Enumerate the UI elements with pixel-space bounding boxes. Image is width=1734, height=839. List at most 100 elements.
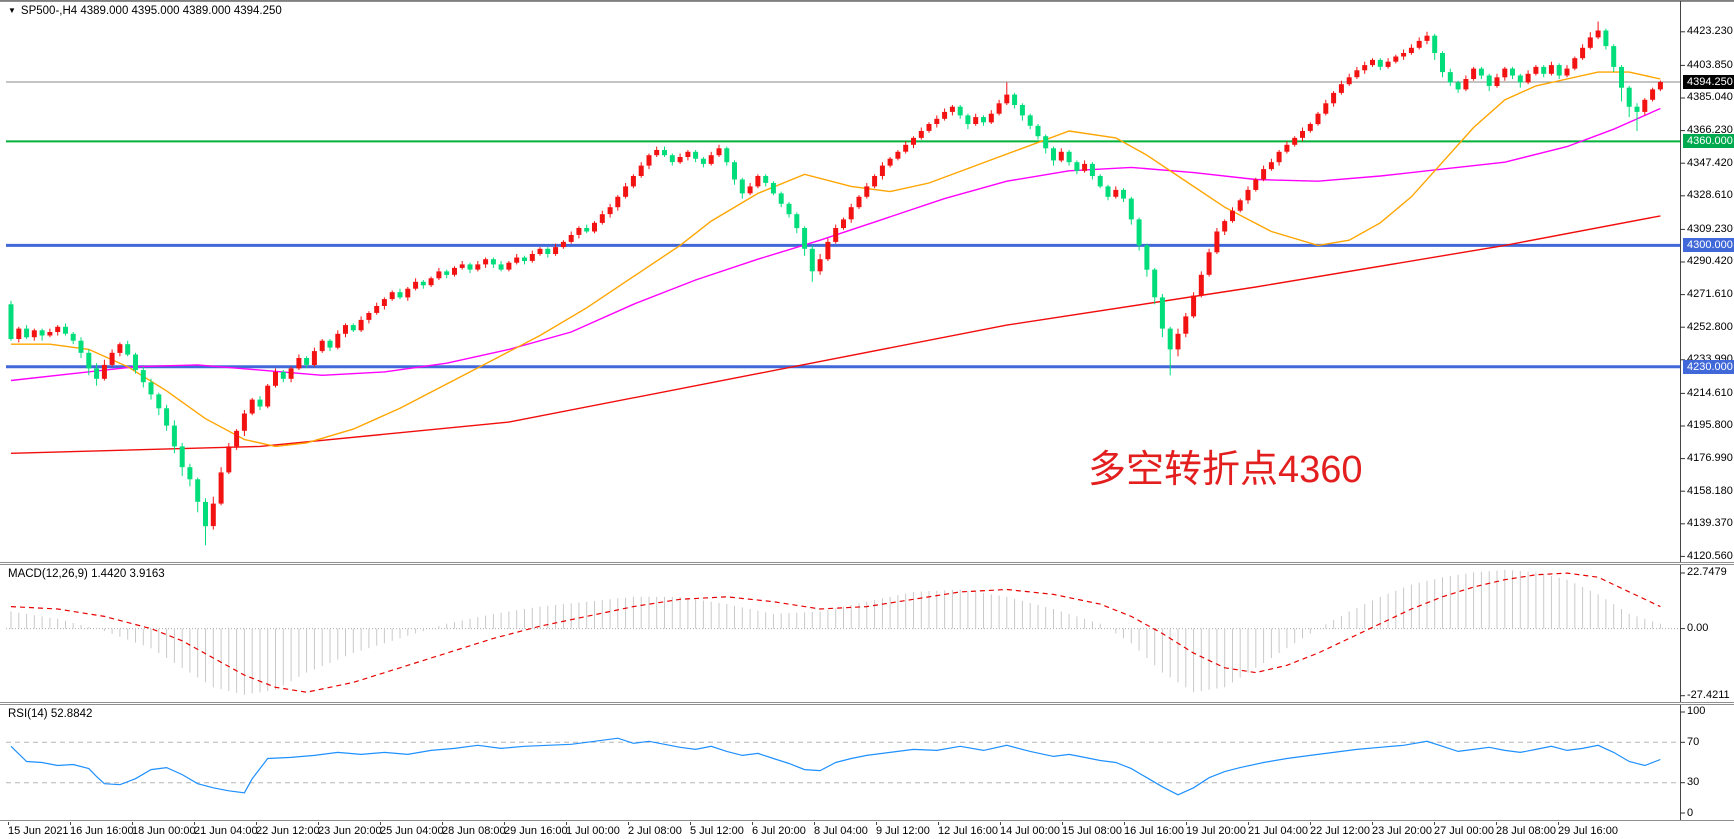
time-tick [1248, 822, 1249, 825]
macd-label: MACD(12,26,9) 1.4420 3.9163 [8, 568, 165, 580]
time-axis[interactable]: 15 Jun 2021 16 Jun 16:00 18 Jun 00:00 21 Ju… [0, 822, 1734, 839]
time-label: 14 Jul 00:00 [1000, 825, 1060, 837]
ma_slow-line [10, 215, 1661, 454]
price-tick-label: 4366.230 [1687, 124, 1733, 136]
time-label: 1 Jul 00:00 [566, 825, 620, 837]
macd-tick-label: -27.4211 [1687, 689, 1730, 701]
time-label: 15 Jul 08:00 [1062, 825, 1122, 837]
ma_fast-line [11, 71, 1661, 448]
time-tick [70, 822, 71, 825]
time-label: 19 Jul 20:00 [1186, 825, 1246, 837]
time-tick [1000, 822, 1001, 825]
macd-histogram [10, 569, 1661, 695]
time-label: 28 Jul 08:00 [1496, 825, 1556, 837]
bull-bear-turning-point-annotation: 多空转折点4360 [1088, 449, 1363, 491]
price-badge: 4360.000 [1683, 134, 1734, 148]
price-tick-label: 4176.990 [1687, 452, 1733, 464]
time-label: 16 Jun 16:00 [70, 825, 134, 837]
time-label: 18 Jun 00:00 [132, 825, 196, 837]
time-label: 28 Jun 08:00 [442, 825, 506, 837]
macd-signal-line [10, 572, 1661, 693]
panel-divider-1[interactable] [0, 562, 1734, 565]
price-tick-label: 4328.610 [1687, 189, 1733, 201]
time-tick [814, 822, 815, 825]
time-tick [1496, 822, 1497, 825]
chart-marker-icon[interactable]: ▼ [8, 6, 16, 15]
price-tick-label: 4195.800 [1687, 419, 1733, 431]
macd-chart[interactable] [0, 565, 1734, 702]
time-label: 29 Jul 16:00 [1558, 825, 1618, 837]
time-tick [380, 822, 381, 825]
time-tick [1124, 822, 1125, 825]
time-tick [876, 822, 877, 825]
time-label: 27 Jul 00:00 [1434, 825, 1494, 837]
time-tick [938, 822, 939, 825]
price-badge: 4394.250 [1683, 75, 1734, 89]
macd-tick-label: 0.00 [1687, 622, 1709, 634]
time-tick [8, 822, 9, 825]
time-tick [504, 822, 505, 825]
time-tick [566, 822, 567, 825]
rsi-tick-label: 30 [1687, 776, 1700, 788]
time-tick [1434, 822, 1435, 825]
time-tick [752, 822, 753, 825]
time-label: 22 Jul 12:00 [1310, 825, 1370, 837]
time-tick [1558, 822, 1559, 825]
time-label: 2 Jul 08:00 [628, 825, 682, 837]
price-badge: 4300.000 [1683, 238, 1734, 252]
time-tick [256, 822, 257, 825]
price-tick-label: 4120.560 [1687, 550, 1733, 562]
rsi-tick-label: 70 [1687, 736, 1700, 748]
time-label: 29 Jun 16:00 [504, 825, 568, 837]
time-label: 21 Jun 04:00 [194, 825, 258, 837]
panel-divider-2[interactable] [0, 702, 1734, 705]
time-tick [1310, 822, 1311, 825]
price-tick-label: 4214.610 [1687, 387, 1733, 399]
time-label: 16 Jul 16:00 [1124, 825, 1184, 837]
price-tick-label: 4403.850 [1687, 59, 1733, 71]
time-label: 25 Jun 04:00 [380, 825, 444, 837]
time-tick [628, 822, 629, 825]
macd-tick-label: 22.7479 [1687, 566, 1727, 578]
rsi-chart[interactable] [0, 705, 1734, 820]
time-label: 21 Jul 04:00 [1248, 825, 1308, 837]
price-tick-label: 4158.180 [1687, 485, 1733, 497]
time-tick [1062, 822, 1063, 825]
time-label: 12 Jul 16:00 [938, 825, 998, 837]
time-label: 8 Jul 04:00 [814, 825, 868, 837]
time-label: 23 Jun 20:00 [318, 825, 382, 837]
price-tick-label: 4347.420 [1687, 157, 1733, 169]
time-label: 15 Jun 2021 [8, 825, 69, 837]
macd-panel[interactable]: MACD(12,26,9) 1.4420 3.9163 22.7479 0.00 -… [0, 565, 1734, 702]
time-tick [132, 822, 133, 825]
time-tick [1372, 822, 1373, 825]
time-label: 9 Jul 12:00 [876, 825, 930, 837]
price-tick-label: 4252.800 [1687, 321, 1733, 333]
time-tick [194, 822, 195, 825]
time-tick [318, 822, 319, 825]
price-tick-label: 4139.370 [1687, 517, 1733, 529]
main-chart-panel[interactable]: ▼ SP500-,H4 4389.000 4395.000 4389.000 43… [0, 1, 1734, 562]
rsi-tick-label: 0 [1687, 807, 1694, 819]
time-label: 5 Jul 12:00 [690, 825, 744, 837]
candle-wicks [10, 21, 1661, 546]
symbol-quote-label: ▼ SP500-,H4 4389.000 4395.000 4389.000 43… [8, 5, 282, 17]
symbol-quote-text: SP500-,H4 4389.000 4395.000 4389.000 439… [20, 5, 282, 17]
time-label: 6 Jul 20:00 [752, 825, 806, 837]
rsi-line [10, 737, 1661, 796]
price-tick-label: 4271.610 [1687, 288, 1733, 300]
price-tick-label: 4385.040 [1687, 91, 1733, 103]
rsi-label: RSI(14) 52.8842 [8, 708, 93, 720]
price-tick-label: 4290.420 [1687, 255, 1733, 267]
price-badge: 4230.000 [1683, 360, 1734, 374]
price-tick-label: 4423.230 [1687, 25, 1733, 37]
time-label: 22 Jun 12:00 [256, 825, 320, 837]
price-tick-label: 4309.230 [1687, 223, 1733, 235]
time-tick [1186, 822, 1187, 825]
time-tick [442, 822, 443, 825]
time-label: 23 Jul 20:00 [1372, 825, 1432, 837]
rsi-panel[interactable]: RSI(14) 52.8842 100 70 30 0 [0, 705, 1734, 820]
rsi-tick-label: 100 [1687, 705, 1706, 717]
candlestick-chart[interactable] [0, 1, 1734, 562]
